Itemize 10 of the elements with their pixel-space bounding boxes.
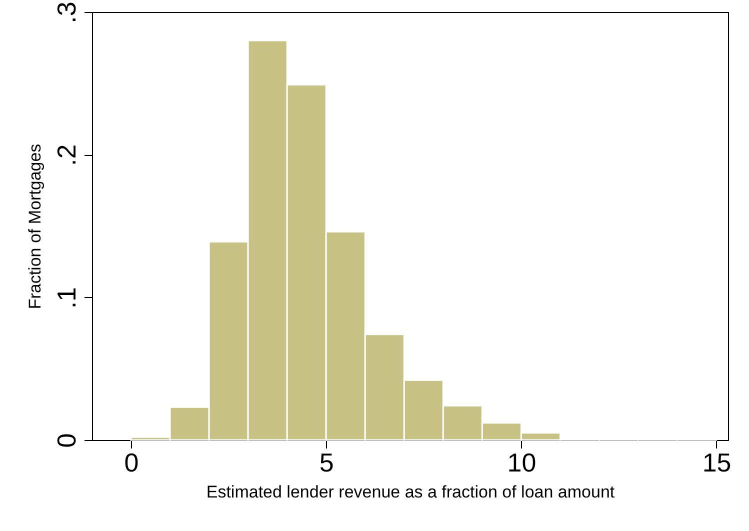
x-tick-label: 15	[702, 448, 732, 478]
y-tick-label: .1	[52, 286, 82, 309]
y-tick-label: 0	[52, 433, 82, 448]
x-tick-label: 5	[319, 448, 334, 478]
x-axis-title: Estimated lender revenue as a fraction of loan amount	[206, 482, 615, 502]
y-axis-title: Fraction of Mortgages	[26, 144, 44, 310]
x-tick-label: 0	[124, 448, 139, 478]
x-tick-label: 10	[507, 448, 536, 478]
y-tick-label: .3	[52, 2, 82, 24]
y-tick-label: .2	[52, 144, 82, 166]
